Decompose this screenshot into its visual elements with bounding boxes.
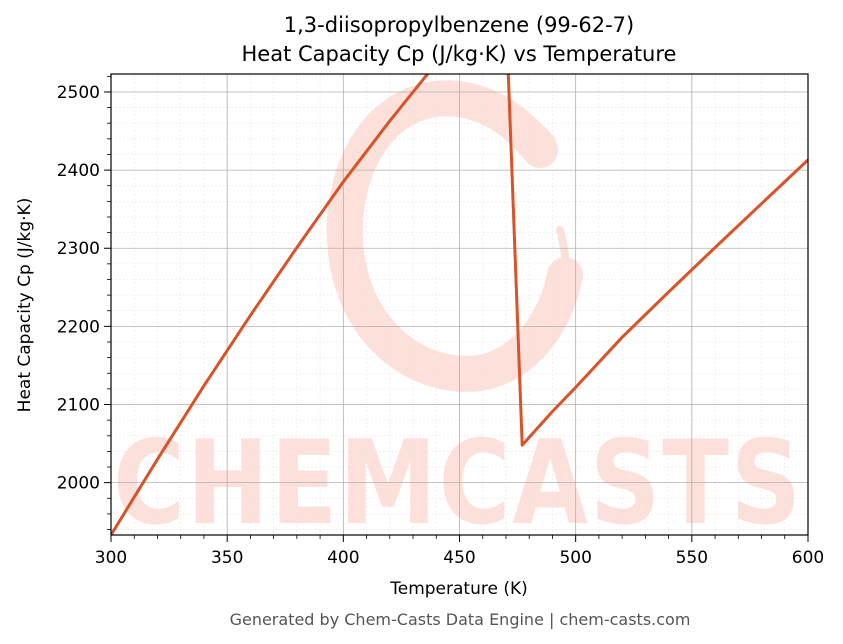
x-tick-label: 600 xyxy=(792,548,824,568)
y-tick-label: 2500 xyxy=(57,83,100,103)
x-tick-label: 450 xyxy=(443,548,475,568)
y-tick-label: 2400 xyxy=(57,161,100,181)
series-line xyxy=(111,74,808,535)
x-tick-label: 300 xyxy=(95,548,127,568)
y-tick-label: 2300 xyxy=(57,239,100,259)
watermark: CHEMCASTS xyxy=(113,80,803,551)
x-tick-label: 400 xyxy=(327,548,359,568)
footer-credit: Generated by Chem-Casts Data Engine | ch… xyxy=(230,610,691,629)
y-tick-label: 2100 xyxy=(57,396,100,416)
watermark-text: CHEMCASTS xyxy=(113,416,803,551)
chart-subtitle: Heat Capacity Cp (J/kg·K) vs Temperature xyxy=(242,42,677,66)
y-tick-label: 2200 xyxy=(57,317,100,337)
x-axis: 300 350 400 450 500 550 600 xyxy=(95,535,824,568)
x-axis-label: Temperature (K) xyxy=(389,579,528,599)
y-axis-label: Heat Capacity Cp (J/kg·K) xyxy=(15,198,35,413)
y-tick-label: 2000 xyxy=(57,474,100,494)
x-tick-label: 350 xyxy=(211,548,243,568)
watermark-logo-icon xyxy=(326,80,583,392)
x-tick-label: 550 xyxy=(676,548,708,568)
chart-title: 1,3-diisopropylbenzene (99-62-7) xyxy=(284,13,634,37)
x-tick-label: 500 xyxy=(559,548,591,568)
y-axis: 2000 2100 2200 2300 2400 2500 xyxy=(57,75,111,530)
